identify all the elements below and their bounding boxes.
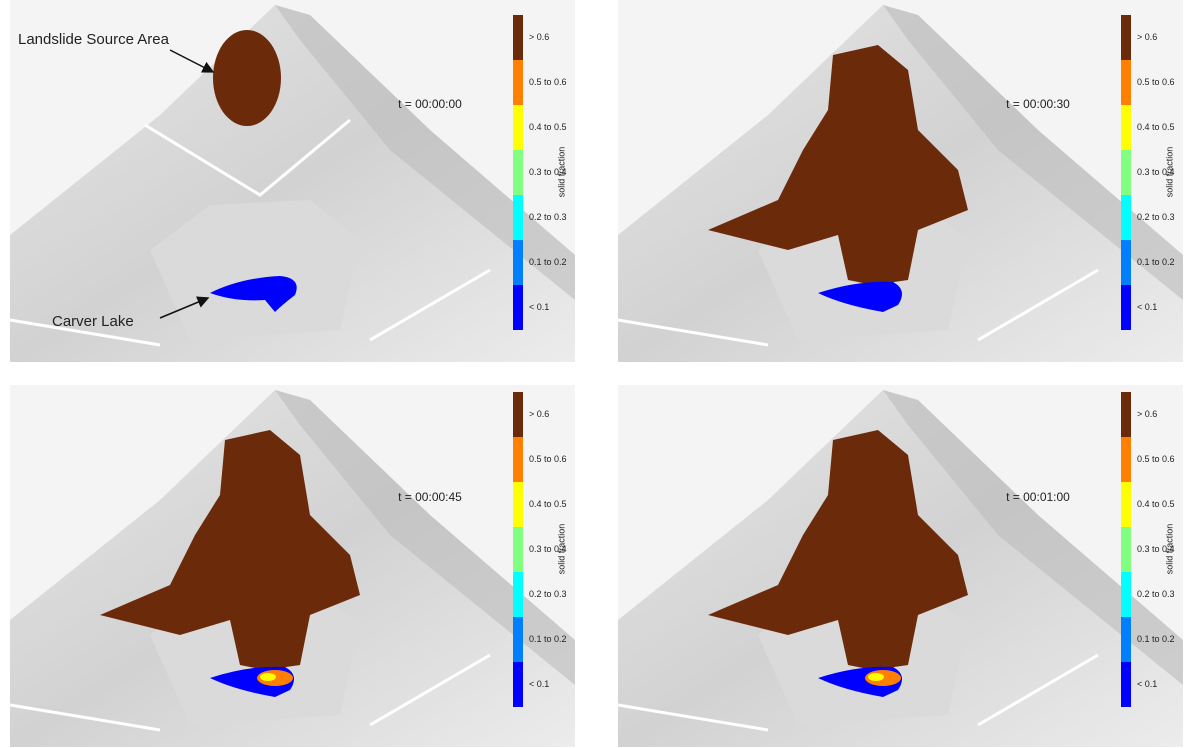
colorbar-swatch [513, 15, 523, 60]
panel: Landslide Source Area Carver Lake t = 00:0… [10, 0, 575, 362]
colorbar-label: 0.5 to 0.6 [529, 454, 567, 464]
mixing [260, 673, 276, 681]
colorbar-swatch [1121, 662, 1131, 707]
colorbar-label: > 0.6 [529, 409, 549, 419]
colorbar-title: solid fraction [1164, 524, 1174, 575]
colorbar-swatch [513, 482, 523, 527]
colorbar-title: solid fraction [556, 147, 566, 198]
colorbar-label: > 0.6 [529, 32, 549, 42]
colorbar-swatch [1121, 437, 1131, 482]
colorbar-title: solid fraction [1164, 147, 1174, 198]
colorbar-swatch [513, 527, 523, 572]
time-label: t = 00:00:00 [398, 97, 462, 111]
colorbar-swatch [1121, 240, 1131, 285]
colorbar-label: 0.2 to 0.3 [1137, 212, 1175, 222]
colorbar-swatch [513, 105, 523, 150]
colorbar-swatch [513, 195, 523, 240]
colorbar-swatch [513, 150, 523, 195]
annotation: Landslide Source Area [18, 31, 170, 48]
colorbar-label: 0.4 to 0.5 [529, 122, 567, 132]
colorbar-swatch [1121, 60, 1131, 105]
colorbar-label: < 0.1 [529, 679, 549, 689]
colorbar-swatch [513, 392, 523, 437]
colorbar-swatch [1121, 527, 1131, 572]
colorbar-label: 0.2 to 0.3 [1137, 589, 1175, 599]
colorbar-label: 0.5 to 0.6 [1137, 454, 1175, 464]
colorbar-swatch [1121, 572, 1131, 617]
colorbar-label: 0.1 to 0.2 [529, 634, 567, 644]
colorbar-swatch [513, 572, 523, 617]
colorbar-swatch [1121, 617, 1131, 662]
figure: Landslide Source Area Carver Lake t = 00:0… [0, 0, 1192, 748]
colorbar-swatch [1121, 15, 1131, 60]
colorbar-swatch [513, 617, 523, 662]
mixing [868, 673, 884, 681]
colorbar-swatch [1121, 285, 1131, 330]
colorbar-title: solid fraction [556, 524, 566, 575]
colorbar-label: < 0.1 [1137, 679, 1157, 689]
colorbar-label: 0.1 to 0.2 [529, 257, 567, 267]
colorbar-swatch [1121, 195, 1131, 240]
landslide-source [213, 30, 281, 126]
colorbar-label: 0.5 to 0.6 [1137, 77, 1175, 87]
colorbar-swatch [513, 662, 523, 707]
colorbar-swatch [1121, 392, 1131, 437]
colorbar-swatch [513, 240, 523, 285]
time-label: t = 00:01:00 [1006, 490, 1070, 504]
annotation: Carver Lake [52, 313, 134, 330]
panel: t = 00:01:00> 0.60.5 to 0.60.4 to 0.50.3… [618, 385, 1183, 747]
colorbar-label: < 0.1 [1137, 302, 1157, 312]
colorbar-swatch [1121, 150, 1131, 195]
colorbar-label: 0.1 to 0.2 [1137, 257, 1175, 267]
panel: t = 00:00:30> 0.60.5 to 0.60.4 to 0.50.3… [618, 0, 1183, 362]
colorbar-label: 0.2 to 0.3 [529, 212, 567, 222]
colorbar-swatch [513, 60, 523, 105]
colorbar-swatch [513, 285, 523, 330]
time-label: t = 00:00:30 [1006, 97, 1070, 111]
colorbar-label: > 0.6 [1137, 32, 1157, 42]
colorbar-swatch [1121, 482, 1131, 527]
colorbar-swatch [513, 437, 523, 482]
colorbar-label: 0.4 to 0.5 [529, 499, 567, 509]
colorbar-swatch [1121, 105, 1131, 150]
colorbar-label: 0.4 to 0.5 [1137, 122, 1175, 132]
colorbar-label: < 0.1 [529, 302, 549, 312]
colorbar-label: 0.1 to 0.2 [1137, 634, 1175, 644]
colorbar-label: 0.2 to 0.3 [529, 589, 567, 599]
colorbar-label: 0.4 to 0.5 [1137, 499, 1175, 509]
time-label: t = 00:00:45 [398, 490, 462, 504]
panel: t = 00:00:45> 0.60.5 to 0.60.4 to 0.50.3… [10, 385, 575, 747]
colorbar-label: 0.5 to 0.6 [529, 77, 567, 87]
colorbar-label: > 0.6 [1137, 409, 1157, 419]
